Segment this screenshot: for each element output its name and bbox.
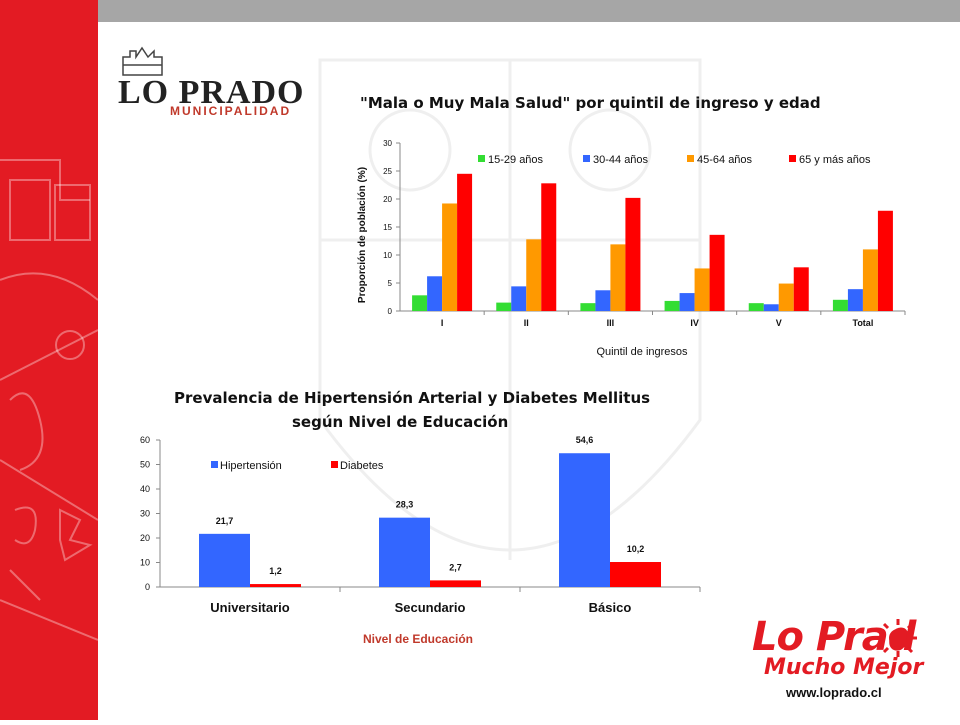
chart1-bar xyxy=(847,289,863,311)
chart2-data-label: 54,6 xyxy=(576,435,594,445)
chart2-legend-swatch xyxy=(211,461,218,468)
chart2-bar xyxy=(379,517,430,587)
chart1-bar xyxy=(580,303,596,311)
chart1-bar xyxy=(679,293,695,311)
chart1-bar xyxy=(457,173,473,311)
chart1-bar xyxy=(610,244,626,311)
chart1-xtick-label: III xyxy=(607,318,615,328)
chart1-bar xyxy=(862,249,878,311)
left-red-band xyxy=(0,0,99,720)
chart1-ylabel: Proporción de población (%) xyxy=(357,167,368,303)
chart1-bar xyxy=(625,197,641,311)
chart1-bar xyxy=(511,286,527,311)
chart2-ytick-label: 0 xyxy=(145,582,150,592)
chart2-ytick-label: 10 xyxy=(140,558,150,568)
chart2-title: Prevalencia de Hipertensión Arterial y D… xyxy=(174,389,651,407)
chart1-bar xyxy=(748,303,764,311)
chart1-ytick-label: 10 xyxy=(383,251,392,260)
slogan-logo-main: Lo Prad xyxy=(752,614,916,660)
watermark-crest-icon xyxy=(318,58,702,560)
chart1-ytick-label: 30 xyxy=(383,139,392,148)
chart1-bar xyxy=(412,295,428,311)
chart1-xtick-label: I xyxy=(441,318,444,328)
chart1-bar xyxy=(427,276,443,311)
chart1-legend-swatch xyxy=(478,155,485,162)
chart1-bar xyxy=(832,299,848,311)
chart1-ytick-label: 5 xyxy=(388,279,393,288)
chart1-bar xyxy=(709,234,725,311)
chart2-data-label: 1,2 xyxy=(269,566,282,576)
chart1-bar xyxy=(694,268,710,311)
chart1-legend-swatch xyxy=(583,155,590,162)
chart1-legend-label: 15-29 años xyxy=(488,154,544,166)
chart2-bar xyxy=(199,533,250,587)
chart1-legend-swatch xyxy=(687,155,694,162)
chart2-data-label: 10,2 xyxy=(627,544,645,554)
chart2-xlabel: Nivel de Educación xyxy=(363,632,473,646)
chart2-legend-label: Hipertensión xyxy=(220,460,282,472)
sun-icon xyxy=(879,619,917,657)
slogan-logo-subtitle: Mucho Mejor xyxy=(764,655,924,680)
chart2-legend-swatch xyxy=(331,461,338,468)
chart1-legend-swatch xyxy=(789,155,796,162)
chart1-bar xyxy=(541,183,557,311)
chart2-data-label: 21,7 xyxy=(216,516,234,526)
chart2-ytick-label: 50 xyxy=(140,460,150,470)
chart2-xtick-label: Universitario xyxy=(210,600,290,615)
chart2-ytick-label: 30 xyxy=(140,509,150,519)
chart1-ytick-label: 20 xyxy=(383,195,392,204)
chart1-bar xyxy=(763,304,779,311)
chart1-bar xyxy=(442,203,458,311)
top-gray-bar xyxy=(98,0,960,22)
chart2-ytick-label: 40 xyxy=(140,484,150,494)
chart2-xtick-label: Básico xyxy=(589,600,632,615)
chart2-ytick-label: 60 xyxy=(140,435,150,445)
chart2-bar xyxy=(559,453,610,587)
chart1-xtick-label: V xyxy=(776,318,782,328)
chart1-xtick-label: Total xyxy=(852,318,873,328)
chart1-xtick-label: II xyxy=(524,318,529,328)
municipality-logo-subtitle: MUNICIPALIDAD xyxy=(170,104,292,118)
chart1-ytick-label: 0 xyxy=(388,307,393,316)
chart1-xtick-label: IV xyxy=(690,318,699,328)
website-url: www.loprado.cl xyxy=(786,685,882,700)
chart2-legend-label: Diabetes xyxy=(340,460,384,472)
chart1-ytick-label: 25 xyxy=(383,167,392,176)
chart1-legend-label: 65 y más años xyxy=(799,154,871,166)
chart1-bar xyxy=(526,239,542,311)
chart1-xlabel: Quintil de ingresos xyxy=(596,346,688,358)
chart2-xtick-label: Secundario xyxy=(395,600,466,615)
chart1-ytick-label: 15 xyxy=(383,223,392,232)
municipality-logo-text: LO PRADO xyxy=(118,74,305,111)
chart1-bar xyxy=(778,283,794,311)
chart1-legend-label: 45-64 años xyxy=(697,154,753,166)
chart2-bar xyxy=(250,584,301,587)
crest-pattern-icon xyxy=(0,159,99,641)
chart2-data-label: 28,3 xyxy=(396,500,414,510)
chart1-bar xyxy=(496,302,512,311)
municipal-crest-icon xyxy=(122,46,163,76)
chart2-data-label: 2,7 xyxy=(449,562,462,572)
chart2-ytick-label: 20 xyxy=(140,533,150,543)
chart1-bar xyxy=(664,300,680,311)
chart2-bar xyxy=(610,562,661,587)
chart1-bar xyxy=(877,210,893,311)
chart2-subtitle: según Nivel de Educación xyxy=(292,413,509,431)
chart1-legend-label: 30-44 años xyxy=(593,154,649,166)
chart1-bar xyxy=(793,267,809,311)
chart2-bar xyxy=(430,580,481,587)
chart1-bar xyxy=(595,290,611,311)
chart1-title: "Mala o Muy Mala Salud" por quintil de i… xyxy=(360,94,821,112)
